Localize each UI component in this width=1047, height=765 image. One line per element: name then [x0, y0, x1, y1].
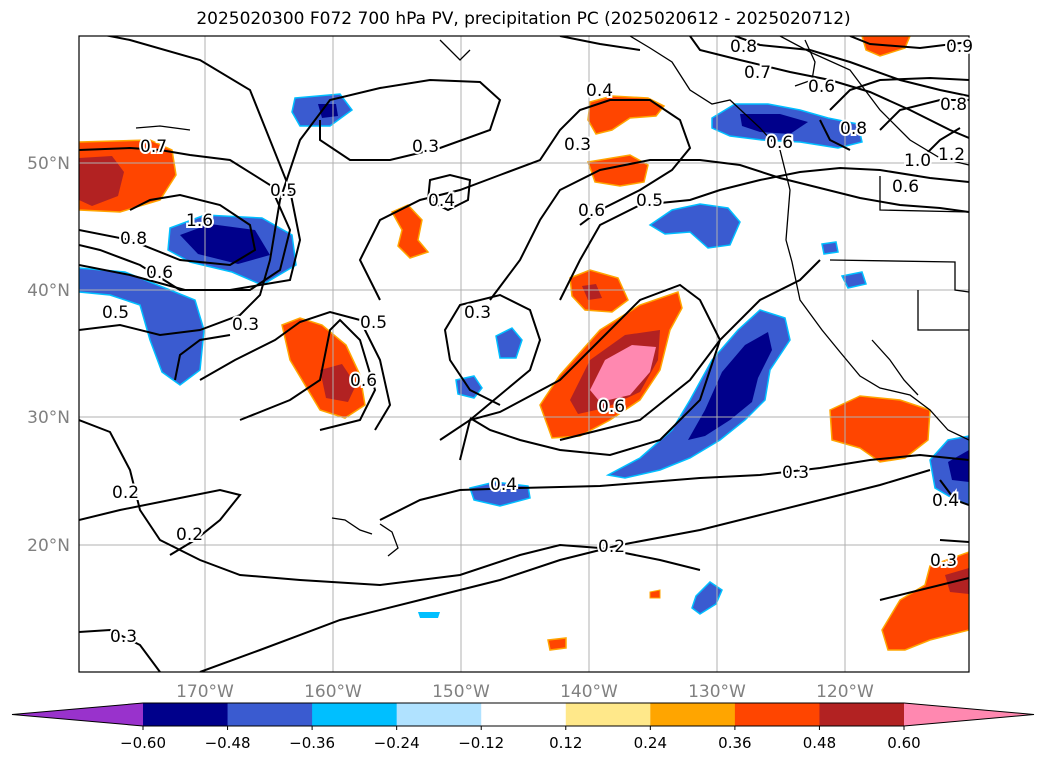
precip-cool-area: [691, 581, 723, 615]
precip-warm-area: [390, 204, 430, 259]
contour-label: 0.6: [350, 371, 377, 391]
contour-label: 0.2: [176, 525, 203, 545]
colorbar-tick-label: −0.60: [120, 734, 166, 752]
pv-contours: [79, 36, 969, 672]
contour-label: 0.5: [636, 191, 663, 211]
contour-label: 0.5: [102, 303, 129, 323]
precip-warm-area: [587, 95, 666, 135]
longitude-labels: 170°W 160°W 150°W 140°W 130°W 120°W: [176, 682, 874, 702]
precip-warm-core: [582, 284, 602, 300]
contour-label: 0.8: [940, 95, 967, 115]
contour-label: 0.8: [120, 229, 147, 249]
lat-label: 30°N: [27, 408, 70, 428]
precip-cool-core: [948, 450, 969, 482]
lat-label: 50°N: [27, 154, 70, 174]
map-frame: [78, 35, 970, 673]
contour-label: 0.8: [730, 37, 757, 57]
precip-cool-core: [688, 332, 772, 440]
contour-label: 0.3: [930, 551, 957, 571]
contour-label: 0.6: [766, 133, 793, 153]
precip-cool-area: [929, 435, 969, 506]
lon-label: 150°W: [432, 682, 490, 702]
contour-label: 0.4: [428, 191, 455, 211]
colorbar-segment: [481, 703, 567, 726]
colorbar-tick-label: −0.12: [458, 734, 504, 752]
colorbar-segment: [819, 703, 905, 726]
colorbar-extend-low: [12, 703, 143, 726]
contour-labels: 0.7 1.6 0.8 0.6 0.5 0.5 0.3 0.2 0.2 0.3 …: [100, 35, 975, 649]
colorbar-segment: [650, 703, 736, 726]
contour-label: 0.6: [598, 397, 625, 417]
precip-cool-area: [495, 327, 523, 359]
contour-label: 0.5: [270, 181, 297, 201]
contour-label: 0.8: [840, 119, 867, 139]
contour-label: 1.6: [186, 211, 213, 231]
lon-label: 170°W: [176, 682, 234, 702]
precip-warm-area: [547, 637, 567, 651]
colorbar-tick-label: −0.24: [374, 734, 420, 752]
contour-label: 0.3: [412, 137, 439, 157]
contour-label: 0.4: [586, 81, 613, 101]
contour-label: 0.3: [564, 135, 591, 155]
contour-label: 0.6: [578, 201, 605, 221]
lat-label: 20°N: [27, 536, 70, 556]
precip-pink-core: [590, 345, 656, 402]
lon-label: 130°W: [688, 682, 746, 702]
lon-label: 120°W: [816, 682, 874, 702]
colorbar: −0.60 −0.48 −0.36 −0.24 −0.12 0.12 0.24 0.36 0.4…: [11, 702, 1035, 752]
contour-label: 0.2: [598, 537, 625, 557]
precip-shading: [79, 36, 969, 651]
contour-label: 0.6: [808, 77, 835, 97]
colorbar-tick-label: −0.36: [289, 734, 335, 752]
lon-label: 140°W: [560, 682, 618, 702]
precip-warm-area: [829, 395, 931, 463]
colorbar-segment: [312, 703, 398, 726]
contour-label: 1.2: [938, 145, 965, 165]
latitude-labels: 50°N 40°N 30°N 20°N: [27, 154, 70, 556]
colorbar-extend-high: [904, 703, 1034, 726]
contour-label: 0.7: [744, 63, 771, 83]
contour-label: 1.0: [904, 151, 931, 171]
precip-cool-area: [840, 271, 867, 289]
precip-cool-core: [740, 114, 808, 134]
contour-label: 0.3: [110, 627, 137, 647]
contour-label: 0.5: [360, 313, 387, 333]
colorbar-tick-label: 0.36: [718, 734, 751, 752]
colorbar-segment: [143, 703, 229, 726]
contour-label: 0.9: [946, 37, 973, 57]
colorbar-tick-label: −0.48: [205, 734, 251, 752]
colorbar-segment: [734, 703, 820, 726]
colorbar-segment: [227, 703, 313, 726]
contour-label: 0.6: [146, 263, 173, 283]
contour-label: 0.2: [112, 483, 139, 503]
precip-cool-area: [821, 241, 839, 255]
map-title: 2025020300 F072 700 hPa PV, precipitatio…: [196, 9, 851, 29]
coastlines: [135, 36, 969, 557]
precip-warm-core: [320, 364, 356, 402]
contour-label: 0.3: [464, 303, 491, 323]
colorbar-tick-label: 0.12: [549, 734, 582, 752]
lat-label: 40°N: [27, 281, 70, 301]
lon-label: 160°W: [304, 682, 362, 702]
colorbar-segment: [565, 703, 651, 726]
colorbar-tick-label: 0.48: [803, 734, 836, 752]
colorbar-tick-label: 0.60: [887, 734, 920, 752]
contour-label: 0.4: [932, 491, 959, 511]
precip-warm-core: [79, 156, 124, 206]
contour-label: 0.6: [892, 177, 919, 197]
colorbar-tick-label: 0.24: [634, 734, 667, 752]
colorbar-segment: [396, 703, 482, 726]
contour-label: 0.7: [140, 137, 167, 157]
precip-cool-area: [418, 612, 440, 618]
contour-label: 0.3: [782, 463, 809, 483]
contour-label: 0.3: [232, 315, 259, 335]
contour-label: 0.4: [490, 475, 517, 495]
map-panel: [79, 36, 969, 672]
precip-warm-area: [649, 589, 661, 599]
